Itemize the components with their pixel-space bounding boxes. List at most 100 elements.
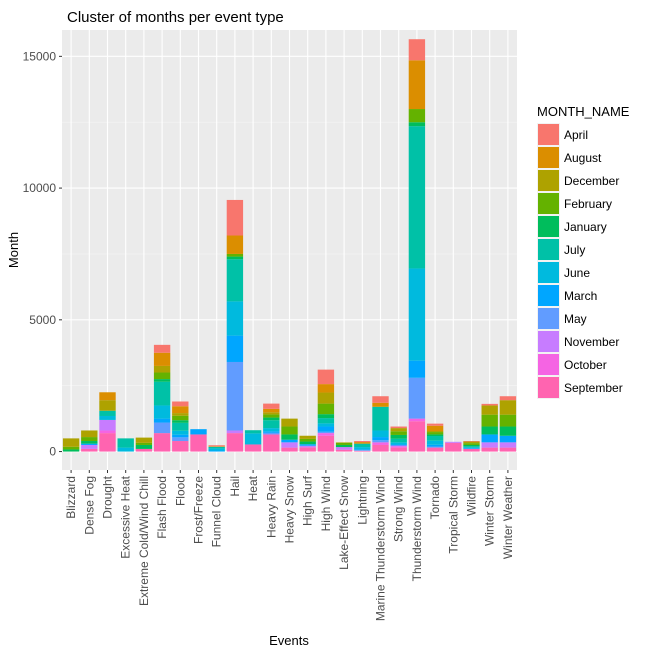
bar-segment: Winter Weather – April: 150 (499, 396, 517, 401)
bar-segment: Heavy Snow – November: 200 (281, 442, 298, 448)
legend-swatch (538, 216, 559, 237)
bar-segment: Funnel Cloud – March: 40 (208, 450, 225, 452)
bar-segment: Extreme Cold/Wind Chill – September: 100 (135, 448, 153, 452)
legend-swatch (538, 285, 559, 306)
bar-segment: Lightning – June: 80 (354, 447, 371, 450)
bar-segment: Heavy Rain – June: 120 (263, 428, 280, 432)
legend-label: April (564, 128, 588, 142)
x-tick-label: Funnel Cloud (210, 476, 224, 547)
bar-segment: Strong Wind – February: 140 (390, 431, 407, 435)
bar-segment: Drought – October: 100 (99, 430, 116, 434)
legend-swatch (538, 354, 559, 375)
legend-label: February (564, 197, 612, 211)
bar-segment: Wildfire – March: 30 (463, 448, 480, 449)
bar-segment: Flash Flood – May: 400 (153, 422, 171, 434)
y-tick-label: 0 (49, 445, 56, 459)
bar-segment: High Surf – March: 60 (299, 444, 316, 446)
bar-segment: High Surf – February: 100 (299, 438, 316, 442)
bar-segment: Strong Wind – March: 40 (390, 444, 407, 446)
legend-swatch (538, 239, 559, 260)
x-tick-label: Flash Flood (155, 476, 169, 539)
bar-segment: Extreme Cold/Wind Chill – December: 200 (135, 437, 153, 443)
bar-segment: Hail – August: 700 (226, 235, 244, 254)
bar-segment: Winter Storm – December: 350 (481, 405, 498, 415)
bar-segment: Hail – March: 1000 (226, 335, 244, 362)
legend-label: January (564, 220, 607, 234)
bar-segment: Wildfire – July: 40 (463, 446, 480, 448)
bar-segment: Dense Fog – December: 250 (81, 430, 98, 438)
legend-label: March (564, 289, 597, 303)
bar-segment: Heavy Snow – February: 300 (281, 426, 298, 435)
bar-segment: Drought – August: 300 (99, 392, 116, 401)
bar-segment: Tornado – June: 150 (426, 440, 444, 445)
bar-segment: Flash Flood – September: 700 (153, 433, 171, 452)
legend-swatch (538, 124, 559, 145)
bar-segment: Thunderstorm Wind – June: 3500 (408, 268, 426, 361)
x-tick-label: Strong Wind (392, 476, 406, 542)
bar-segment: Winter Weather – March: 250 (499, 435, 517, 443)
x-tick-label: Heavy Rain (264, 476, 278, 538)
y-axis-title: Month (6, 232, 21, 268)
bar-segment: High Wind – June: 120 (317, 423, 335, 427)
bar-segment: Thunderstorm Wind – February: 500 (408, 109, 426, 123)
bar-segment: Wildfire – April: 20 (463, 441, 480, 442)
bar-segment: Flood – September: 400 (172, 441, 189, 452)
bar-segment: Tornado – September: 150 (426, 447, 444, 452)
bar-segment: Heavy Snow – March: 100 (281, 439, 298, 443)
bar-segment: Thunderstorm Wind – August: 1850 (408, 60, 426, 110)
x-tick-label: Frost/Freeze (192, 476, 206, 544)
bar-segment: Tornado – April: 80 (426, 423, 444, 426)
bar-segment: Frost/Freeze – September: 650 (190, 434, 207, 452)
bar-segment: Funnel Cloud – April: 40 (208, 445, 225, 447)
x-tick-label: Thunderstorm Wind (410, 476, 424, 581)
bar-segment: Tornado – February: 90 (426, 432, 444, 435)
bar-segment: Flood – August: 260 (172, 406, 189, 414)
bar-segment: Heavy Snow – December: 300 (281, 418, 298, 427)
bar-segment: Hail – July: 1600 (226, 259, 244, 302)
bar-segment: High Wind – August: 320 (317, 384, 335, 393)
grid-lines (62, 30, 517, 470)
legend-swatch (538, 262, 559, 283)
x-tick-label: Blizzard (64, 476, 78, 519)
bar-segment: Drought – July: 200 (99, 410, 116, 416)
bar-segment: Winter Storm – February: 450 (481, 414, 498, 427)
bar-segment: Heavy Rain – August: 130 (263, 408, 280, 413)
bar-segment: Marine Thunderstorm Wind – September: 25… (372, 444, 389, 452)
bar-segment: Flash Flood – March: 150 (153, 418, 171, 423)
bar-segment: Heavy Rain – April: 200 (263, 403, 280, 409)
bar-segment: Heavy Snow – September: 150 (281, 447, 298, 452)
legend-title: MONTH_NAME (537, 104, 630, 119)
bar-segment: Tornado – January: 60 (426, 434, 444, 437)
bar-segment: Thunderstorm Wind – January: 150 (408, 122, 426, 127)
bar-segment: Marine Thunderstorm Wind – March: 120 (372, 437, 389, 441)
bar-segment: Marine Thunderstorm Wind – October: 100 (372, 442, 389, 445)
bar-segment: Flash Flood – January: 100 (153, 379, 171, 382)
bar-segment: Strong Wind – July: 140 (390, 438, 407, 443)
bar-segment: Marine Thunderstorm Wind – April: 250 (372, 396, 389, 403)
legend-label: December (564, 174, 619, 188)
bar-segment: Strong Wind – December: 120 (390, 428, 407, 432)
bar-segment: Winter Weather – January: 350 (499, 426, 517, 436)
bar-segment: Dense Fog – March: 50 (81, 443, 98, 445)
bar-segment: Lightning – July: 130 (354, 443, 371, 448)
y-tick-label: 5000 (29, 313, 56, 327)
bar-segment: Hail – January: 100 (226, 256, 244, 260)
x-tick-label: Excessive Heat (119, 475, 133, 558)
bar-segment: Marine Thunderstorm Wind – May: 80 (372, 440, 389, 443)
bar-segment: Funnel Cloud – July: 60 (208, 446, 225, 449)
bar-segment: Strong Wind – November: 40 (390, 445, 407, 447)
bar-segment: Winter Weather – February: 450 (499, 414, 517, 427)
legend-swatch (538, 308, 559, 329)
bar-segment: Lake-Effect Snow – January: 80 (335, 444, 353, 448)
bar-segment: Strong Wind – October: 40 (390, 446, 407, 448)
bar-segment: Winter Storm – March: 300 (481, 434, 498, 443)
bar-segment: Flash Flood – July: 900 (153, 381, 171, 406)
legend-swatch (538, 170, 559, 191)
bar-segment: Thunderstorm Wind – September: 1150 (408, 421, 426, 452)
legend-swatch (538, 193, 559, 214)
bar-segment: Flood – January: 100 (172, 420, 189, 423)
bar-segment: High Wind – January: 150 (317, 414, 335, 419)
legend-label: August (564, 151, 602, 165)
bar-segment: Hail – June: 1300 (226, 301, 244, 336)
